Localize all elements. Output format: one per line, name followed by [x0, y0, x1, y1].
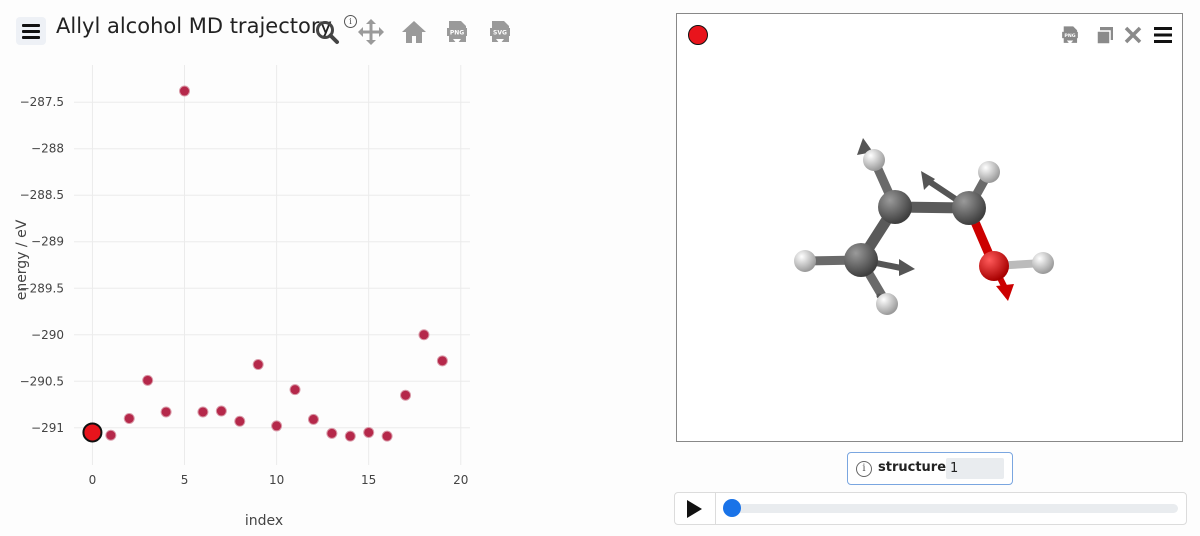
play-button[interactable]: [675, 493, 716, 524]
molecule-render: [794, 138, 1054, 315]
data-point[interactable]: [105, 429, 117, 441]
svg-text:SVG: SVG: [493, 30, 507, 37]
y-axis-title: energy / eV: [14, 219, 30, 300]
selected-structure-indicator: [688, 25, 708, 45]
data-point[interactable]: [215, 405, 227, 417]
x-axis-title: index: [245, 513, 283, 529]
y-tick-label: −290.5: [20, 374, 64, 388]
data-point[interactable]: [179, 85, 191, 97]
data-point[interactable]: [252, 359, 264, 371]
structure-selector: [847, 452, 1013, 485]
copy-icon[interactable]: [1094, 24, 1116, 46]
menu-icon[interactable]: [1152, 24, 1174, 46]
y-tick-label: −291: [31, 421, 64, 435]
download-png-icon[interactable]: PNG: [1059, 24, 1081, 46]
data-point[interactable]: [363, 426, 375, 438]
energy-scatter-plot[interactable]: 0 5 10 15 20 −287.5 −288 −288.5 −289 −289.5 −290 −2…: [0, 60, 480, 530]
x-tick-label: 20: [453, 473, 468, 487]
data-point[interactable]: [344, 430, 356, 442]
data-point[interactable]: [307, 413, 319, 425]
svg-text:PNG: PNG: [450, 30, 464, 37]
data-point[interactable]: [234, 415, 246, 427]
data-point[interactable]: [436, 355, 448, 367]
pan-icon[interactable]: [357, 18, 385, 46]
y-tick-label: −289: [31, 235, 64, 249]
data-point[interactable]: [326, 427, 338, 439]
structure-label: structure: [878, 460, 947, 475]
play-icon: [687, 500, 702, 518]
data-point[interactable]: [271, 420, 283, 432]
x-tick-label: 5: [181, 473, 189, 487]
frame-slider-thumb[interactable]: [723, 499, 741, 517]
structure-viewer[interactable]: [676, 13, 1183, 442]
data-point[interactable]: [123, 412, 135, 424]
page-title: Allyl alcohol MD trajectory.: [56, 14, 336, 38]
data-point[interactable]: [160, 406, 172, 418]
data-point[interactable]: [197, 406, 209, 418]
info-icon[interactable]: i: [344, 15, 357, 28]
y-tick-label: −288: [31, 142, 64, 156]
data-point[interactable]: [400, 389, 412, 401]
home-icon[interactable]: [400, 18, 428, 46]
frame-slider-track[interactable]: [732, 504, 1178, 513]
download-png-icon[interactable]: PNG: [443, 18, 471, 46]
y-tick-label: −287.5: [20, 95, 64, 109]
zoom-icon[interactable]: [313, 18, 341, 46]
y-tick-label: −289.5: [20, 281, 64, 295]
svg-text:PNG: PNG: [1064, 33, 1075, 39]
menu-button[interactable]: [16, 17, 46, 45]
y-tick-label: −290: [31, 328, 64, 342]
info-icon[interactable]: i: [856, 461, 872, 477]
data-point[interactable]: [418, 329, 430, 341]
x-tick-label: 0: [89, 473, 97, 487]
data-point[interactable]: [142, 374, 154, 386]
close-icon[interactable]: [1122, 24, 1144, 46]
data-point[interactable]: [289, 384, 301, 396]
y-tick-label: −288.5: [20, 188, 64, 202]
structure-index-input[interactable]: [946, 458, 1004, 479]
selected-data-point[interactable]: [82, 422, 103, 443]
x-tick-label: 10: [269, 473, 284, 487]
download-svg-icon[interactable]: SVG: [486, 18, 514, 46]
x-tick-label: 15: [361, 473, 376, 487]
data-point[interactable]: [381, 430, 393, 442]
